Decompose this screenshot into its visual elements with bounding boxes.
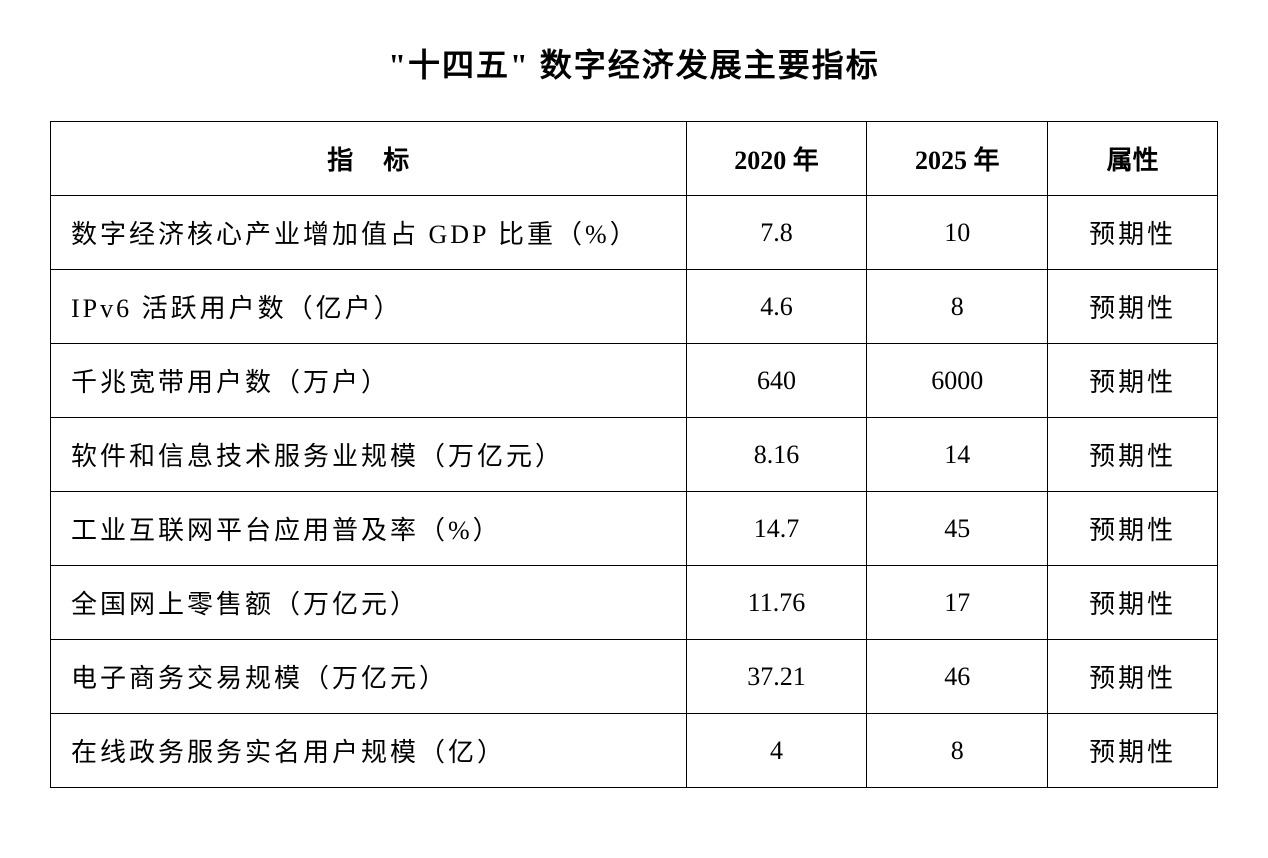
cell-year-2020: 4 — [686, 714, 867, 788]
cell-year-2020: 11.76 — [686, 566, 867, 640]
table-row: 千兆宽带用户数（万户） 640 6000 预期性 — [51, 344, 1218, 418]
table-row: 在线政务服务实名用户规模（亿） 4 8 预期性 — [51, 714, 1218, 788]
cell-year-2020: 37.21 — [686, 640, 867, 714]
cell-attribute: 预期性 — [1048, 566, 1218, 640]
cell-attribute: 预期性 — [1048, 196, 1218, 270]
table-row: 软件和信息技术服务业规模（万亿元） 8.16 14 预期性 — [51, 418, 1218, 492]
cell-year-2020: 7.8 — [686, 196, 867, 270]
cell-attribute: 预期性 — [1048, 344, 1218, 418]
cell-year-2025: 10 — [867, 196, 1048, 270]
cell-attribute: 预期性 — [1048, 418, 1218, 492]
cell-year-2020: 640 — [686, 344, 867, 418]
table-header-row: 指标 2020 年 2025 年 属性 — [51, 122, 1218, 196]
cell-attribute: 预期性 — [1048, 492, 1218, 566]
cell-indicator: 数字经济核心产业增加值占 GDP 比重（%） — [51, 196, 687, 270]
cell-indicator: IPv6 活跃用户数（亿户） — [51, 270, 687, 344]
cell-year-2020: 14.7 — [686, 492, 867, 566]
header-indicator: 指标 — [51, 122, 687, 196]
table-row: 全国网上零售额（万亿元） 11.76 17 预期性 — [51, 566, 1218, 640]
cell-indicator: 在线政务服务实名用户规模（亿） — [51, 714, 687, 788]
cell-year-2025: 8 — [867, 270, 1048, 344]
page-title: "十四五" 数字经济发展主要指标 — [50, 40, 1218, 86]
cell-indicator: 软件和信息技术服务业规模（万亿元） — [51, 418, 687, 492]
table-row: 电子商务交易规模（万亿元） 37.21 46 预期性 — [51, 640, 1218, 714]
table-row: 工业互联网平台应用普及率（%） 14.7 45 预期性 — [51, 492, 1218, 566]
cell-year-2020: 4.6 — [686, 270, 867, 344]
cell-year-2025: 6000 — [867, 344, 1048, 418]
cell-year-2025: 8 — [867, 714, 1048, 788]
table-row: 数字经济核心产业增加值占 GDP 比重（%） 7.8 10 预期性 — [51, 196, 1218, 270]
cell-attribute: 预期性 — [1048, 714, 1218, 788]
cell-year-2025: 46 — [867, 640, 1048, 714]
cell-indicator: 千兆宽带用户数（万户） — [51, 344, 687, 418]
cell-attribute: 预期性 — [1048, 270, 1218, 344]
cell-indicator: 工业互联网平台应用普及率（%） — [51, 492, 687, 566]
cell-year-2020: 8.16 — [686, 418, 867, 492]
table-row: IPv6 活跃用户数（亿户） 4.6 8 预期性 — [51, 270, 1218, 344]
cell-year-2025: 17 — [867, 566, 1048, 640]
indicators-table: 指标 2020 年 2025 年 属性 数字经济核心产业增加值占 GDP 比重（… — [50, 121, 1218, 788]
cell-indicator: 全国网上零售额（万亿元） — [51, 566, 687, 640]
header-year-2025: 2025 年 — [867, 122, 1048, 196]
cell-year-2025: 45 — [867, 492, 1048, 566]
cell-indicator: 电子商务交易规模（万亿元） — [51, 640, 687, 714]
header-attribute: 属性 — [1048, 122, 1218, 196]
cell-attribute: 预期性 — [1048, 640, 1218, 714]
cell-year-2025: 14 — [867, 418, 1048, 492]
header-year-2020: 2020 年 — [686, 122, 867, 196]
